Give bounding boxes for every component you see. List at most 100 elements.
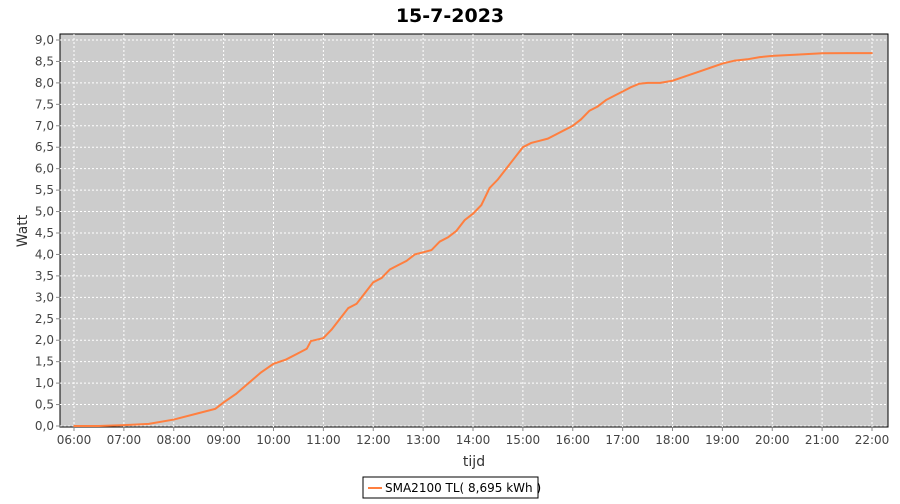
x-axis-label: tijd: [463, 454, 485, 470]
data-point: [871, 52, 873, 54]
data-point: [630, 86, 632, 88]
y-tick-label: 2,0: [35, 333, 54, 347]
data-point: [235, 393, 237, 395]
data-point: [397, 264, 399, 266]
legend-box: [362, 476, 539, 499]
data-point: [389, 268, 391, 271]
y-tick-label: 0,0: [35, 419, 54, 433]
y-tick-label: 0,5: [35, 398, 54, 412]
data-point: [588, 109, 591, 112]
data-point: [422, 251, 424, 254]
y-tick-label: 4,5: [35, 226, 54, 240]
y-tick-label: 6,5: [35, 140, 54, 154]
x-tick-label: 11:00: [306, 433, 341, 447]
data-point: [721, 62, 724, 65]
data-point: [497, 178, 499, 181]
y-tick-label: 6,0: [35, 162, 54, 176]
y-axis: 0,0 0,5 1,0 1,5 2,0 2,5 3,0 3,5 4,0 4,5 5,0 5,5 6,0 6…: [35, 33, 60, 433]
data-point: [605, 99, 607, 101]
data-point: [530, 142, 532, 144]
data-point: [372, 281, 375, 284]
x-tick-label: 18:00: [655, 433, 690, 447]
data-point: [148, 423, 150, 425]
data-point: [272, 363, 275, 365]
data-point: [846, 52, 848, 54]
data-point: [671, 79, 674, 82]
data-point: [98, 425, 100, 427]
data-point: [260, 371, 262, 374]
data-point: [796, 53, 798, 56]
y-tick-label: 3,0: [35, 290, 54, 304]
data-point: [505, 167, 508, 170]
data-point: [73, 425, 75, 427]
data-point: [580, 118, 582, 121]
data-point: [538, 139, 541, 142]
legend-label: SMA2100 TL( 8,695 kWh ): [385, 481, 541, 495]
y-tick-label: 9,0: [35, 33, 54, 47]
data-point: [414, 253, 416, 256]
data-point: [214, 408, 217, 410]
data-point: [364, 292, 366, 294]
data-point: [247, 382, 250, 384]
data-point: [555, 133, 557, 136]
data-point: [222, 401, 225, 404]
x-axis: 06:00 07:00 08:00 09:00 10:00 11:00 12:00 13:00…: [57, 427, 890, 447]
data-point: [330, 328, 333, 331]
data-point: [455, 230, 458, 232]
data-point: [123, 424, 125, 426]
data-point: [172, 418, 175, 421]
data-point: [684, 75, 686, 78]
y-tick-label: 5,5: [35, 183, 54, 197]
y-tick-label: 1,0: [35, 376, 54, 390]
y-tick-label: 3,5: [35, 269, 54, 283]
x-tick-label: 08:00: [156, 433, 191, 447]
data-point: [430, 249, 433, 251]
x-tick-label: 09:00: [206, 433, 241, 447]
data-point: [347, 307, 350, 309]
data-point: [522, 146, 524, 149]
data-point: [447, 236, 449, 239]
y-tick-label: 8,5: [35, 54, 54, 68]
data-point: [571, 124, 574, 127]
y-tick-label: 7,5: [35, 97, 54, 111]
data-point: [297, 352, 300, 354]
x-tick-label: 19:00: [705, 433, 740, 447]
plot-area: [59, 33, 889, 428]
data-point: [380, 277, 383, 279]
data-point: [488, 187, 491, 189]
data-point: [596, 105, 599, 108]
data-point: [438, 240, 441, 243]
data-point: [709, 67, 711, 69]
data-point: [646, 82, 649, 84]
y-tick-label: 8,0: [35, 76, 54, 90]
data-point: [405, 260, 408, 262]
y-axis-label: Watt: [15, 214, 31, 247]
x-tick-label: 14:00: [456, 433, 491, 447]
x-tick-label: 22:00: [855, 433, 890, 447]
x-tick-label: 06:00: [57, 433, 92, 447]
data-point: [463, 219, 466, 221]
data-point: [821, 52, 823, 55]
x-tick-label: 20:00: [755, 433, 790, 447]
series-points: [73, 52, 873, 427]
x-tick-label: 15:00: [506, 433, 541, 447]
data-point: [305, 348, 308, 350]
data-point: [355, 302, 358, 305]
y-tick-label: 7,0: [35, 119, 54, 133]
data-point: [613, 94, 616, 97]
data-point: [480, 204, 483, 206]
data-point: [310, 340, 312, 342]
data-point: [746, 58, 749, 61]
data-point: [472, 212, 474, 215]
legend: SMA2100 TL( 8,695 kWh ): [362, 476, 541, 499]
data-point: [621, 90, 624, 93]
data-point: [197, 412, 200, 414]
data-point: [696, 71, 699, 73]
data-point: [339, 317, 341, 320]
data-point: [285, 358, 287, 361]
grid-lines: [60, 34, 888, 427]
data-point: [734, 59, 736, 62]
chart-title: 15-7-2023: [396, 5, 504, 27]
series-line: [74, 52, 872, 427]
